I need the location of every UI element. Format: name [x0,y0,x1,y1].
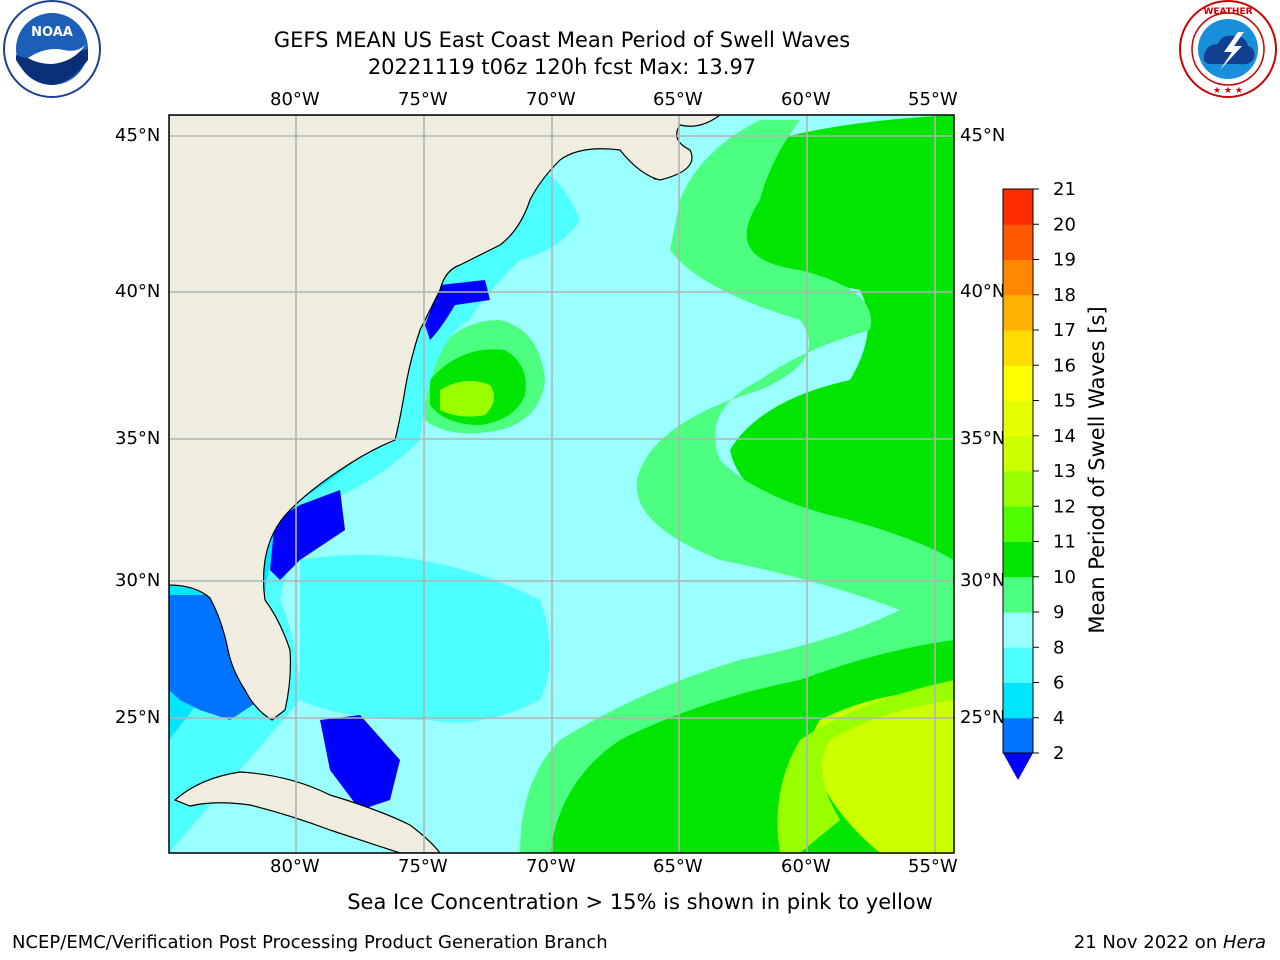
colorbar-tick-label: 19 [1053,250,1076,271]
colorbar-segment [1003,541,1033,578]
colorbar-segment [1003,259,1033,296]
colorbar-tick-label: 14 [1053,426,1076,447]
svg-text:WEATHER: WEATHER [1203,7,1252,17]
colorbar-tick-label: 16 [1053,355,1076,376]
colorbar-tick-label: 12 [1053,496,1076,517]
lon-label-top-55w: 55°W [908,89,958,110]
colorbar-segment [1003,576,1033,613]
noaa-logo: NOAA [3,0,101,98]
lon-label-bottom-80w: 80°W [270,856,320,877]
colorbar-under-arrow [1003,753,1033,780]
lon-label-top-65w: 65°W [653,89,703,110]
date-text: 21 Nov 2022 on [1073,932,1223,953]
lon-label-top-80w: 80°W [270,89,320,110]
machine-name: Hera [1222,932,1266,953]
lat-label-right-25n: 25°N [960,707,1006,728]
noaa-logo-text: NOAA [31,25,73,40]
lat-label-right-45n: 45°N [960,125,1006,146]
colorbar-tick-label: 13 [1053,461,1076,482]
chart-title-line1: GEFS MEAN US East Coast Mean Period of S… [273,28,851,52]
lon-label-bottom-75w: 75°W [398,856,448,877]
swell-region-10-11s [550,115,954,853]
colorbar-segment [1003,612,1033,648]
colorbar-segment [1003,435,1033,472]
lon-label-bottom-65w: 65°W [653,856,703,877]
colorbar-segment [1003,294,1033,331]
colorbar-tick-label: 6 [1053,673,1064,694]
graticule [169,115,954,853]
lat-label-right-35n: 35°N [960,428,1006,449]
lat-label-right-30n: 30°N [960,570,1006,591]
swell-region-2-4s [169,595,260,720]
lat-label-left-40n: 40°N [115,281,161,302]
svg-text:★ ★ ★: ★ ★ ★ [1213,86,1243,96]
swell-region-11-12s [777,680,954,853]
colorbar-tick-label: 11 [1053,532,1076,553]
lon-label-bottom-60w: 60°W [781,856,831,877]
lon-label-top-60w: 60°W [781,89,831,110]
lon-label-top-75w: 75°W [398,89,448,110]
lat-label-left-35n: 35°N [115,428,161,449]
colorbar-tick-label: 10 [1053,567,1076,588]
colorbar-tick-label: 9 [1053,602,1064,623]
colorbar-tick-label: 18 [1053,285,1076,306]
colorbar-segment [1003,506,1033,542]
colorbar-tick-label: 2 [1053,743,1064,764]
colorbar-segment [1003,365,1033,401]
colorbar-segment [1003,471,1033,507]
us-east-coast-land [169,115,722,721]
colorbar-segment [1003,717,1033,754]
date-stamp: 21 Nov 2022 on Hera [1074,932,1266,953]
credit-text: NCEP/EMC/Verification Post Processing Pr… [12,932,608,953]
colorbar-tick-label: 8 [1053,637,1064,658]
colorbar-tick-label: 17 [1053,320,1076,341]
colorbar-tick-label: 4 [1053,708,1064,729]
map-frame [168,114,955,854]
lat-label-left-25n: 25°N [115,707,161,728]
colorbar-tick-label: 15 [1053,391,1076,412]
colorbar-segments [1003,189,1033,754]
colorbar-tick-label: 20 [1053,214,1076,235]
lon-label-top-70w: 70°W [526,89,576,110]
lat-label-left-30n: 30°N [115,570,161,591]
swell-region-9-10s [520,120,954,853]
colorbar-ticks: 2 4 6 8 9 10 11 12 13 14 15 16 17 18 19 20 21 [1033,179,1076,764]
colorbar-segment [1003,224,1033,260]
colorbar-segment [1003,647,1033,683]
colorbar-segment [1003,189,1033,225]
sea-ice-note: Sea Ice Concentration > 15% is shown in … [347,890,933,914]
colorbar-segment [1003,682,1033,719]
cuba-land [173,771,441,853]
colorbar-tick-label: 21 [1053,179,1076,200]
chart-title-line2: 20221119 t06z 120h fcst Max: 13.97 [367,55,757,79]
lon-label-bottom-55w: 55°W [908,856,958,877]
lon-label-bottom-70w: 70°W [526,856,576,877]
national-weather-service-logo: WEATHER ★ ★ ★ [1179,0,1277,98]
colorbar-segment [1003,400,1033,437]
colorbar-segment [1003,330,1033,366]
colorbar-label: Mean Period of Swell Waves [s] [1085,306,1109,634]
lat-label-right-40n: 40°N [960,281,1006,302]
lat-label-left-45n: 45°N [115,125,161,146]
